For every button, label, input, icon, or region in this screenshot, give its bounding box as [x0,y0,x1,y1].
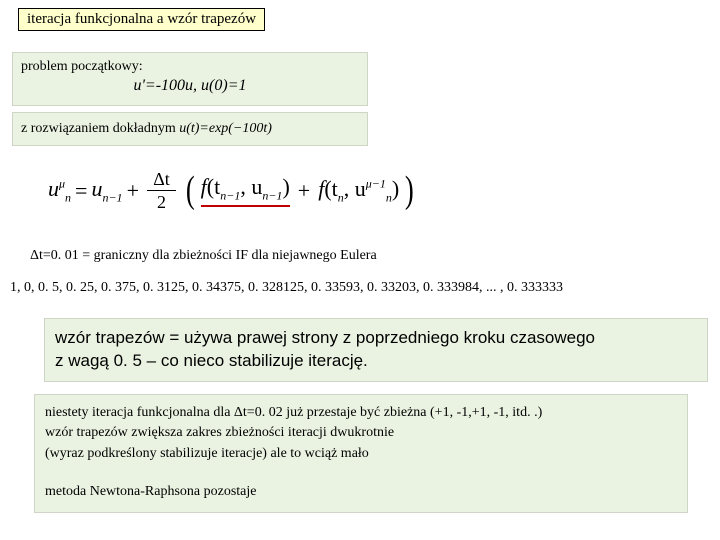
paren-close: ) [405,173,414,207]
title-box: iteracja funkcjonalna a wzór trapezów [18,8,265,31]
solution-box: z rozwiązaniem dokładnym u(t)=exp(−100t) [12,112,368,146]
sequence-text: 1, 0, 0. 5, 0. 25, 0. 375, 0. 3125, 0. 3… [10,280,563,296]
formula-plus2: + [298,178,310,204]
solution-prefix: z rozwiązaniem dokładnym [21,121,179,136]
solution-expr: u(t)=exp(−100t) [179,121,272,136]
remark-line4: metoda Newtona-Raphsona pozostaje [45,482,677,502]
remark-line2: wzór trapezów zwiększa zakres zbieżności… [45,423,677,443]
convergence-text: Δt=0. 01 = graniczny dla zbieżności IF d… [30,248,377,264]
problem-equation: u'=-100u, u(0)=1 [21,77,359,95]
formula-f1-underlined: f(tn−1, un−1) [201,174,290,206]
formula: uμn = un−1 + Δt 2 ( f(tn−1, un−1) + f(tn… [48,170,548,232]
formula-f2: f(tn, uμ−1n) [318,176,399,205]
formula-rhs1: un−1 [91,176,122,205]
formula-fraction: Δt 2 [147,170,176,211]
remarks-box: niestety iteracja funkcjonalna dla Δt=0.… [34,394,688,513]
remark-line1: niestety iteracja funkcjonalna dla Δt=0.… [45,403,677,423]
title-text: iteracja funkcjonalna a wzór trapezów [27,11,256,27]
trapezoid-note-box: wzór trapezów = używa prawej strony z po… [44,318,708,382]
paren-open: ( [186,173,195,207]
remark-line3: (wyraz podkreślony stabilizuje iteracje)… [45,444,677,464]
trapezoid-line1: wzór trapezów = używa prawej strony z po… [55,327,697,350]
problem-label: problem początkowy: [21,59,359,75]
formula-lhs: uμn [48,176,71,205]
formula-plus: + [127,178,139,204]
problem-box: problem początkowy: u'=-100u, u(0)=1 [12,52,368,106]
trapezoid-line2: z wagą 0. 5 – co nieco stabilizuje itera… [55,350,697,373]
formula-eq: = [75,178,87,204]
